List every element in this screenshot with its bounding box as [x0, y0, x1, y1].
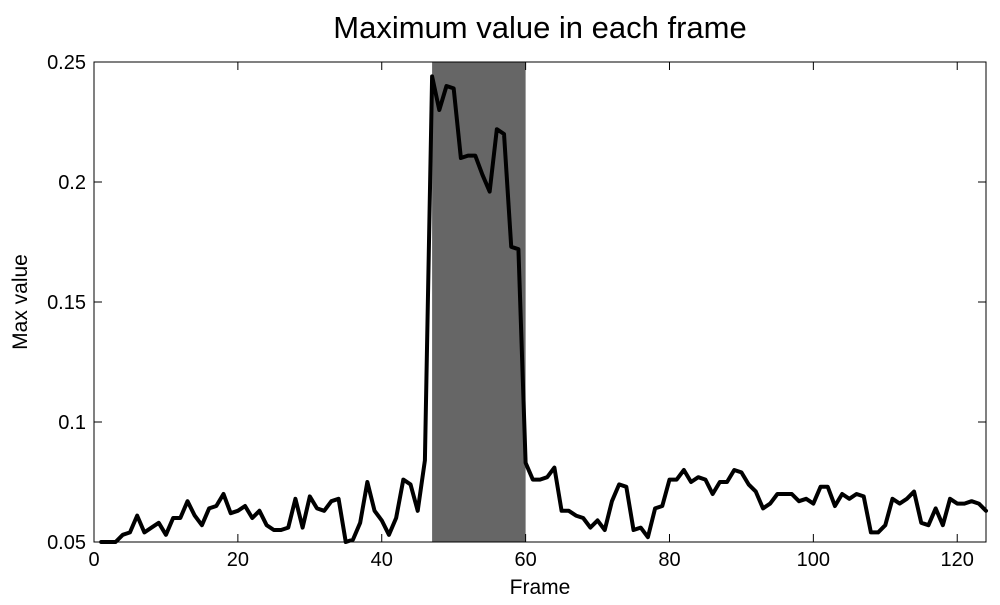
- chart-title: Maximum value in each frame: [333, 10, 747, 45]
- x-tick-label: 0: [88, 549, 99, 571]
- y-axis-title: Max value: [9, 254, 32, 350]
- x-tick-label: 40: [371, 549, 393, 571]
- series-line: [99, 74, 988, 544]
- x-axis-title: Frame: [510, 576, 571, 599]
- x-tick-label: 100: [797, 549, 830, 571]
- plot-frame: [93, 61, 987, 543]
- y-tick-label: 0.1: [58, 412, 86, 434]
- highlight-region: [432, 62, 526, 542]
- y-tick-label: 0.25: [47, 52, 86, 74]
- x-tick-label: 60: [514, 549, 536, 571]
- y-tick-label: 0.2: [58, 172, 86, 194]
- y-tick-label: 0.05: [47, 532, 86, 554]
- x-tick-label: 120: [941, 549, 974, 571]
- y-tick-label: 0.15: [47, 292, 86, 314]
- x-tick-labels: 0 20 40 60 80 100 120: [88, 549, 973, 571]
- x-tick-label: 20: [227, 549, 249, 571]
- y-tick-labels: 0.05 0.1 0.15 0.2 0.25: [47, 52, 86, 554]
- x-tick-label: 80: [658, 549, 680, 571]
